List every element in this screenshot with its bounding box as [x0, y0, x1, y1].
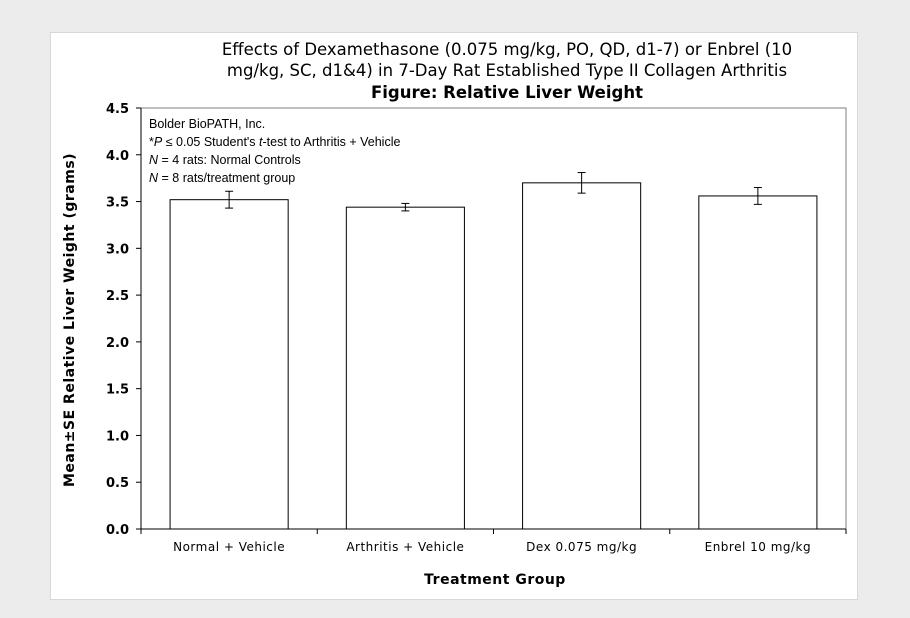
- y-tick-label: 1.0: [106, 429, 129, 444]
- category-label: Enbrel 10 mg/kg: [705, 540, 812, 554]
- annotation-n-controls: N = 4 rats: Normal Controls: [149, 153, 301, 167]
- category-label: Normal + Vehicle: [173, 540, 285, 554]
- bar: [698, 195, 818, 530]
- annotation-company: Bolder BioPATH, Inc.: [149, 117, 265, 131]
- bar: [345, 206, 465, 530]
- y-tick-label: 1.5: [106, 383, 129, 398]
- chart-title-line-2: mg/kg, SC, d1&4) in 7-Day Rat Establishe…: [227, 61, 787, 80]
- y-axis-title: Mean±SE Relative Liver Weight (grams): [62, 153, 78, 487]
- chart-frame: Effects of Dexamethasone (0.075 mg/kg, P…: [50, 32, 858, 600]
- bar: [169, 199, 289, 530]
- y-tick-label: 4.0: [106, 149, 129, 164]
- y-tick-label: 3.0: [106, 242, 129, 257]
- y-tick-label: 4.5: [106, 102, 129, 117]
- category-label: Arthritis + Vehicle: [346, 540, 464, 554]
- category-label: Dex 0.075 mg/kg: [526, 540, 637, 554]
- annotation-significance: *P ≤ 0.05 Student's t-test to Arthritis …: [149, 135, 400, 149]
- y-tick-label: 3.5: [106, 196, 129, 211]
- y-tick-label: 2.0: [106, 336, 129, 351]
- y-tick-label: 0.0: [106, 523, 129, 538]
- bar-chart: Effects of Dexamethasone (0.075 mg/kg, P…: [62, 40, 847, 588]
- bar: [522, 182, 642, 530]
- y-tick-label: 2.5: [106, 289, 129, 304]
- y-tick-label: 0.5: [106, 476, 129, 491]
- x-axis-title: Treatment Group: [424, 572, 566, 588]
- annotation-n-treatment: N = 8 rats/treatment group: [149, 171, 295, 185]
- chart-title-line-1: Effects of Dexamethasone (0.075 mg/kg, P…: [222, 40, 792, 59]
- chart-subtitle: Figure: Relative Liver Weight: [371, 83, 643, 102]
